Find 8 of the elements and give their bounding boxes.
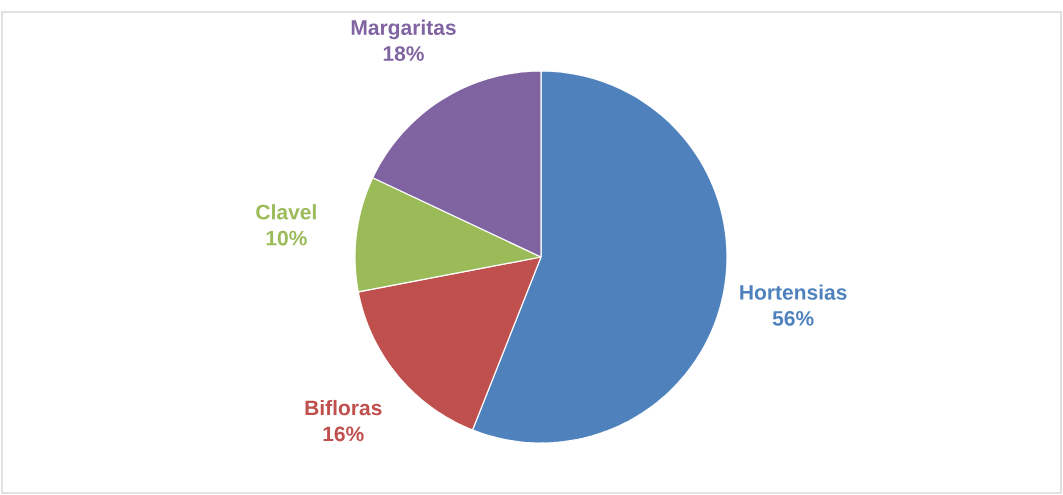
data-label: 18% [383, 46, 424, 61]
slice-label: Bifloras [305, 399, 382, 416]
slice-label: Margaritas [351, 19, 456, 40]
slice-label: Hortensias [740, 284, 847, 300]
slice-label: Clavel [256, 204, 316, 220]
data-label: 56% [772, 310, 814, 326]
data-label: 16% [323, 426, 364, 442]
data-label: 10% [266, 230, 307, 246]
